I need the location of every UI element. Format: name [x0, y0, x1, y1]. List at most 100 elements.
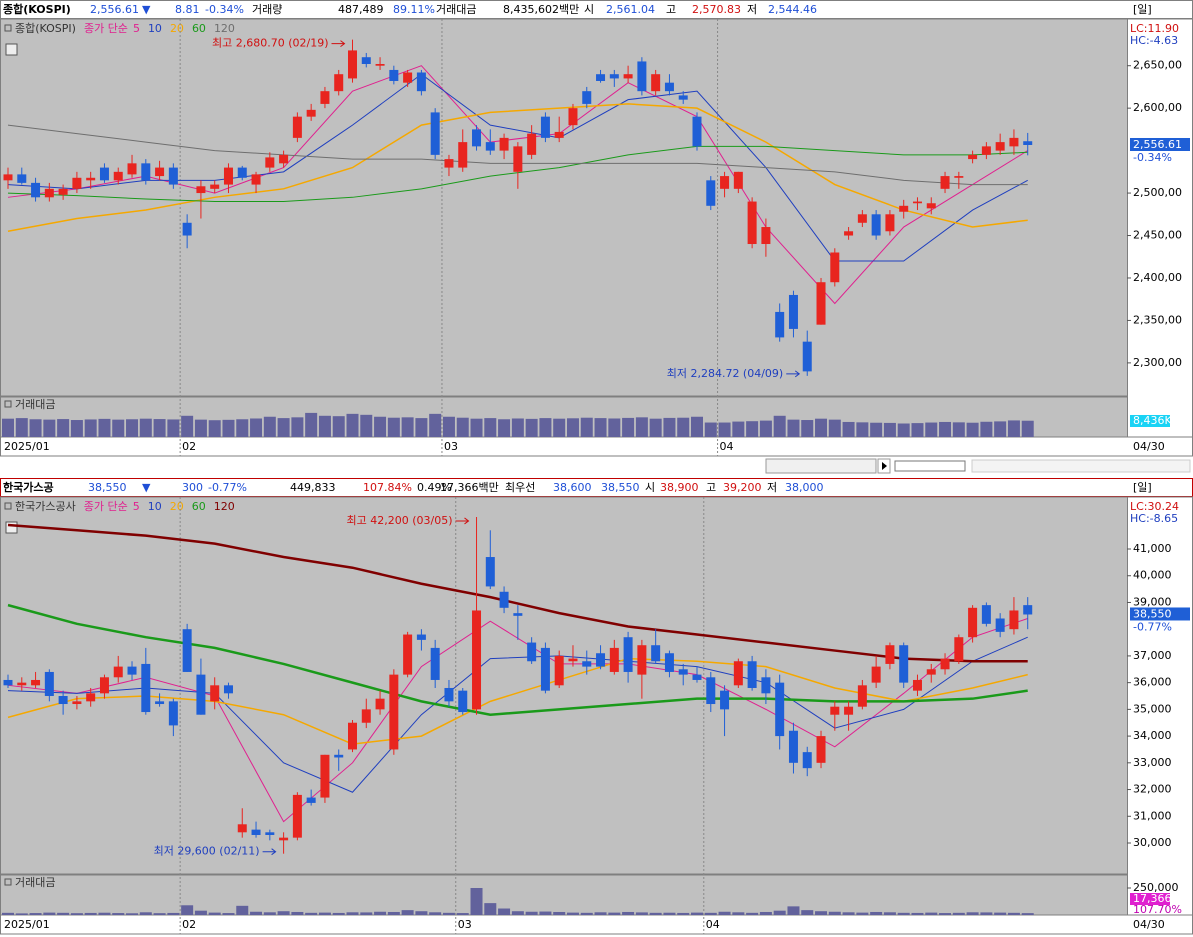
header-text: 시 — [584, 3, 594, 16]
candle-body — [981, 146, 991, 155]
x-tick-label: 03 — [458, 918, 472, 931]
volume-label: 8,436K — [1133, 414, 1172, 427]
candle-body — [995, 618, 1005, 632]
annotation-arrow — [786, 370, 801, 378]
zoom-slider[interactable] — [894, 460, 966, 472]
annotation: 최고 42,200 (03/05) — [347, 514, 453, 527]
header-text: 저 — [767, 481, 777, 494]
volume-icon — [4, 878, 12, 886]
x-tick-label: 04 — [720, 440, 734, 453]
legend-entry: 120 — [214, 22, 235, 35]
right-axis — [1127, 18, 1193, 438]
volume-bar — [43, 912, 56, 915]
volume-bar — [208, 912, 221, 915]
candle-body — [775, 682, 785, 737]
legend-title: 한국가스공사 — [15, 500, 76, 513]
volume-bar — [815, 418, 828, 437]
candle-body — [182, 222, 192, 236]
ma-line — [7, 618, 1028, 823]
price-change: -0.77% — [1133, 620, 1172, 633]
volume-bar — [263, 912, 276, 915]
candle-body — [830, 252, 840, 283]
volume-bar — [511, 418, 524, 437]
volume-bar — [112, 913, 125, 915]
candle-body — [540, 116, 550, 138]
ma-line — [7, 124, 1028, 186]
candle-body — [44, 188, 54, 198]
candle-body — [17, 682, 27, 686]
candle-body — [265, 157, 275, 168]
volume-bar — [925, 422, 938, 437]
volume-bar — [746, 912, 759, 915]
volume-bar — [277, 418, 290, 437]
legend-entry: 5 — [133, 500, 140, 513]
header-text: 최우선 — [505, 481, 535, 494]
volume-bar — [815, 911, 828, 915]
volume-bar — [828, 419, 841, 437]
volume-bar — [332, 416, 345, 437]
volume-bar — [911, 423, 924, 437]
volume-bar — [236, 419, 249, 437]
toolbar[interactable] — [971, 459, 1191, 473]
candle-body — [182, 629, 192, 672]
candle-body — [871, 666, 881, 683]
y-tick-label: 40,000 — [1133, 569, 1172, 582]
ma-line — [7, 65, 1028, 305]
price-box — [1130, 607, 1190, 621]
candle-body — [251, 174, 261, 185]
volume-bar — [236, 905, 249, 915]
volume-bar — [456, 417, 469, 437]
volume-bar — [580, 912, 593, 915]
volume-bar — [663, 912, 676, 915]
candle-body — [237, 167, 247, 178]
y-tick-label: 31,000 — [1133, 809, 1172, 822]
candle-body — [472, 129, 482, 147]
volume-bar — [98, 418, 111, 437]
candle-body — [279, 837, 289, 841]
candle-body — [416, 72, 426, 92]
candle-body — [761, 677, 771, 694]
date-axis — [0, 436, 1193, 457]
candle-body — [568, 108, 578, 126]
volume-bar — [429, 912, 442, 915]
candle-body — [320, 754, 330, 798]
header-text: 2,556.61 — [90, 3, 139, 16]
annotation-arrow — [262, 848, 277, 856]
scrollbar[interactable] — [765, 458, 877, 474]
candle-body — [361, 57, 371, 65]
candle-body — [912, 679, 922, 691]
header-text: 시 — [645, 481, 655, 494]
candle-body — [637, 645, 647, 675]
candle-body — [141, 163, 151, 181]
candle-body — [706, 180, 716, 206]
candle-body — [44, 671, 54, 697]
candle-body — [816, 282, 826, 325]
y-tick-label: 33,000 — [1133, 756, 1172, 769]
header-text: 300 — [182, 481, 203, 494]
header-text: 한국가스공 — [3, 480, 54, 494]
candle-body — [968, 607, 978, 638]
volume-bar — [484, 418, 497, 437]
header-text: 2,561.04 — [606, 3, 655, 16]
header-text: ▼ — [142, 481, 151, 494]
volume-bar — [57, 419, 70, 437]
volume-bar — [787, 419, 800, 437]
candle-body — [720, 176, 730, 189]
y-tick-label: 35,000 — [1133, 702, 1172, 715]
volume-title: 거래대금 — [15, 876, 55, 889]
candle-body — [348, 722, 357, 750]
volume-bar — [980, 421, 993, 437]
volume-bar — [994, 421, 1007, 437]
candle-body — [871, 214, 881, 236]
candle-body — [609, 74, 619, 79]
volume-bar — [318, 415, 331, 437]
end-label: 04/30 — [1133, 440, 1165, 453]
candle-body — [348, 50, 357, 79]
volume-bar — [608, 912, 621, 915]
ma-line — [7, 103, 1028, 233]
volume-bar — [622, 417, 635, 437]
candle-body — [485, 142, 495, 151]
y-tick-label: 2,400,00 — [1133, 271, 1182, 284]
volume-bar — [801, 420, 814, 437]
annotation: 최저 2,284.72 (04/09) — [667, 367, 784, 380]
